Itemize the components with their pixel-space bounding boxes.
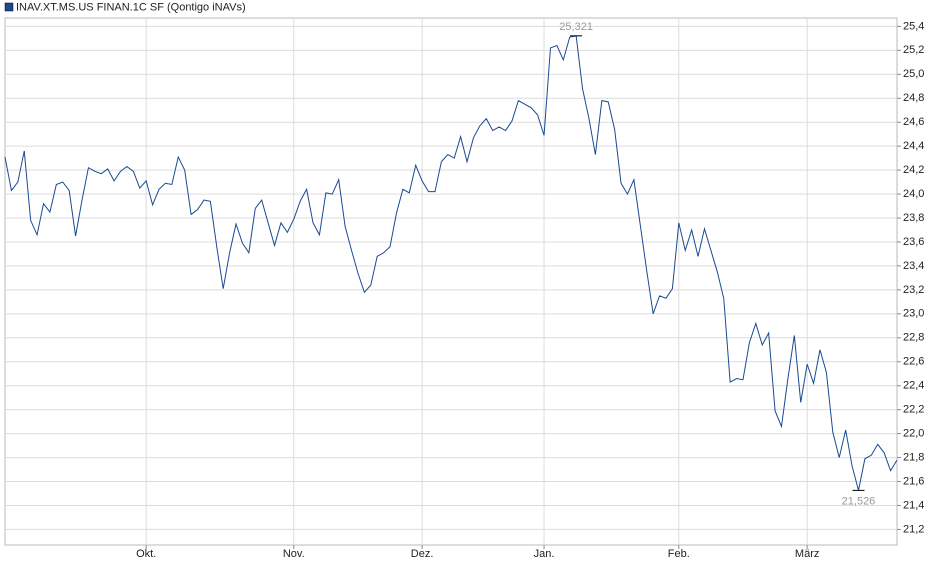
y-tick-label: 21,6 [903, 475, 924, 487]
legend-swatch [4, 2, 14, 12]
y-tick-label: 23,2 [903, 284, 924, 296]
y-tick-label: 23,0 [903, 308, 924, 320]
y-tick-label: 22,4 [903, 380, 924, 392]
plot-frame [4, 17, 898, 546]
x-tick-label: Nov. [283, 548, 305, 560]
y-tick-label: 24,6 [903, 116, 924, 128]
x-tick-label: März [795, 548, 819, 560]
x-tick-label: Okt. [136, 548, 156, 560]
y-tick-label: 25,4 [903, 20, 924, 32]
y-tick-label: 21,2 [903, 523, 924, 535]
y-tick-label: 21,8 [903, 451, 924, 463]
x-tick-label: Dez. [411, 548, 434, 560]
value-label: 21,526 [842, 495, 876, 507]
y-tick-label: 24,4 [903, 140, 924, 152]
y-tick-label: 25,0 [903, 68, 924, 80]
y-tick-label: 24,8 [903, 92, 924, 104]
price-line [4, 35, 898, 491]
y-tick-label: 23,4 [903, 260, 924, 272]
y-tick-label: 23,8 [903, 212, 924, 224]
y-tick-label: 22,6 [903, 356, 924, 368]
y-tick-label: 25,2 [903, 44, 924, 56]
legend-label: INAV.XT.MS.US FINAN.1C SF (Qontigo iNAVs… [16, 1, 246, 13]
y-tick-label: 23,6 [903, 236, 924, 248]
y-tick-label: 24,0 [903, 188, 924, 200]
y-tick-label: 24,2 [903, 164, 924, 176]
x-tick-label: Feb. [668, 548, 690, 560]
y-tick-label: 22,0 [903, 428, 924, 440]
y-tick-label: 22,2 [903, 404, 924, 416]
y-tick-label: 21,4 [903, 499, 924, 511]
y-tick-label: 22,8 [903, 332, 924, 344]
value-label: 25,321 [559, 21, 593, 33]
x-tick-label: Jan. [534, 548, 555, 560]
